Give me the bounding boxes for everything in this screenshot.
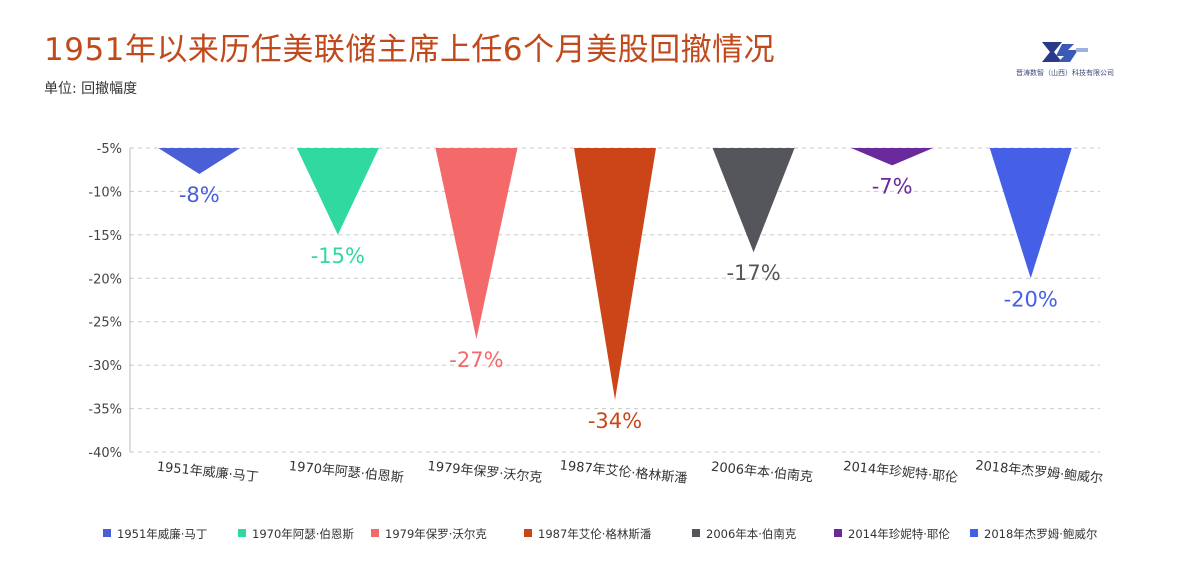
x-tick-label: 1951年威廉·马丁 xyxy=(156,459,259,486)
triangle-bar xyxy=(158,148,241,175)
y-tick-label: -25% xyxy=(88,316,122,331)
legend-swatch xyxy=(970,529,978,537)
y-tick-label: -10% xyxy=(88,185,122,200)
x-tick-label: 1979年保罗·沃尔克 xyxy=(427,459,543,486)
legend-item-label: 2018年杰罗姆·鲍威尔 xyxy=(984,527,1097,541)
x-tick-label: 2018年杰罗姆·鲍威尔 xyxy=(975,458,1104,486)
legend-swatch xyxy=(238,529,246,537)
grid-lines: -5% -10% -15% -20% -25% -30% -35% -40% xyxy=(88,142,1100,461)
triangle-bar xyxy=(989,148,1072,279)
y-tick-label: -30% xyxy=(88,359,122,374)
legend-item-label: 1951年威廉·马丁 xyxy=(117,527,207,541)
x-tick-label: 1987年艾伦·格林斯潘 xyxy=(559,457,688,486)
legend-swatch xyxy=(371,529,379,537)
company-logo-text: 晋涛数智（山西）科技有限公司 xyxy=(1016,69,1114,77)
triangle-bar xyxy=(435,148,518,340)
company-logo-icon xyxy=(1042,42,1088,62)
x-tick-label: 2006年本·伯南克 xyxy=(710,459,813,486)
x-tick-label: 2014年珍妮特·耶伦 xyxy=(842,459,958,486)
y-tick-label: -35% xyxy=(88,403,122,418)
data-label: -7% xyxy=(872,174,913,198)
data-label: -34% xyxy=(588,409,642,433)
triangle-bar xyxy=(574,148,656,400)
company-logo: 晋涛数智（山西）科技有限公司 xyxy=(1010,38,1120,82)
legend-swatch xyxy=(524,529,532,537)
legend-item-label: 1979年保罗·沃尔克 xyxy=(385,527,487,541)
data-label: -15% xyxy=(311,244,365,268)
legend-swatch xyxy=(103,529,111,537)
chart-title: 1951年以来历任美联储主席上任6个月美股回撤情况 xyxy=(44,32,776,68)
y-tick-label: -5% xyxy=(97,142,122,157)
y-tick-label: -15% xyxy=(88,229,122,244)
legend-swatch xyxy=(692,529,700,537)
legend-item-label: 2006年本·伯南克 xyxy=(706,527,797,541)
triangle-bar xyxy=(712,148,795,253)
legend: 1951年威廉·马丁 1970年阿瑟·伯恩斯 1979年保罗·沃尔克 1987年艾伦·… xyxy=(103,527,1097,541)
triangle-bar xyxy=(851,148,934,166)
legend-item-label: 2014年珍妮特·耶伦 xyxy=(848,527,950,541)
legend-item-label: 1987年艾伦·格林斯潘 xyxy=(538,527,652,541)
y-tick-label: -40% xyxy=(88,446,122,461)
triangle-bar xyxy=(296,148,379,235)
legend-swatch xyxy=(834,529,842,537)
legend-item-label: 1970年阿瑟·伯恩斯 xyxy=(252,527,354,541)
y-tick-label: -20% xyxy=(88,272,122,287)
data-label: -20% xyxy=(1004,287,1058,311)
unit-label: 单位: 回撤幅度 xyxy=(44,81,138,97)
data-label: -8% xyxy=(179,183,220,207)
data-label: -27% xyxy=(449,348,503,372)
x-tick-label: 1970年阿瑟·伯恩斯 xyxy=(288,459,404,486)
data-label: -17% xyxy=(726,261,780,285)
